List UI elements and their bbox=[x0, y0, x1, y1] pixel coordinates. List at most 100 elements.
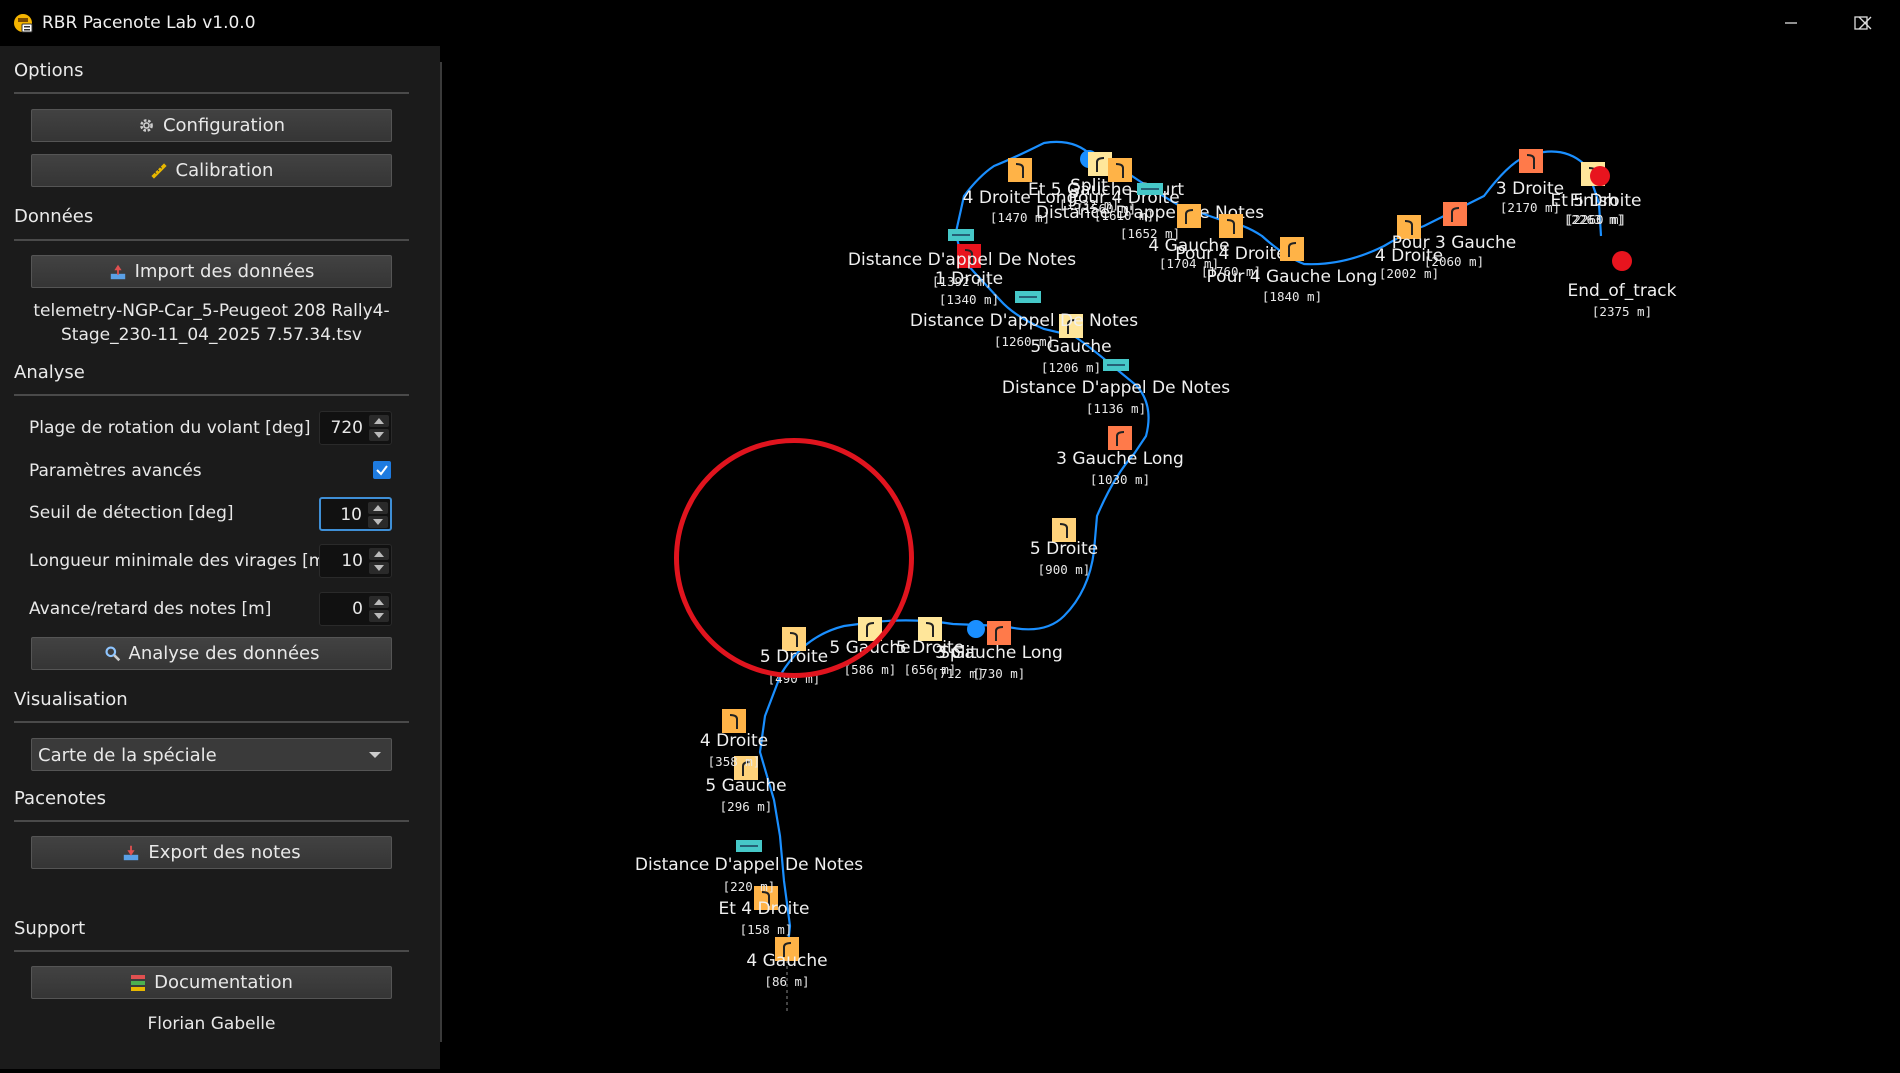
turn-arrow-icon bbox=[1115, 163, 1124, 178]
right-turn-icon bbox=[1052, 518, 1076, 542]
pacenote-distance: [730 m] bbox=[973, 666, 1026, 681]
spin-down-icon[interactable] bbox=[369, 429, 389, 441]
left-turn-icon bbox=[1108, 426, 1132, 450]
left-turn-icon bbox=[1280, 237, 1304, 261]
note-offset-spinbox[interactable]: 0 bbox=[319, 592, 392, 626]
documentation-button[interactable]: Documentation bbox=[31, 966, 392, 999]
maximize-button[interactable] bbox=[1826, 0, 1896, 46]
pacenote-marker[interactable]: Et 5 Droite[2260 m] bbox=[1551, 162, 1642, 227]
advanced-params-checkbox[interactable] bbox=[373, 461, 391, 479]
configuration-button[interactable]: Configuration bbox=[31, 109, 392, 142]
calibration-button[interactable]: Calibration bbox=[31, 154, 392, 187]
visualisation-select[interactable]: Carte de la spéciale bbox=[31, 738, 392, 771]
pacenote-marker[interactable]: 3 Gauche Long [1030 m] bbox=[1056, 426, 1184, 487]
left-turn-icon bbox=[1177, 204, 1201, 228]
pacenote-marker[interactable]: 5 Gauche [296 m] bbox=[705, 756, 787, 814]
spin-up-icon[interactable] bbox=[369, 596, 389, 608]
pacenote-distance: [1260 m] bbox=[994, 334, 1054, 349]
turn-arrow-icon bbox=[964, 249, 973, 264]
detection-threshold-spinbox[interactable]: 10 bbox=[319, 497, 392, 531]
note-offset-value[interactable]: 0 bbox=[352, 599, 363, 619]
pacenote-marker[interactable]: Distance D'appel De Notes [220 m] bbox=[635, 840, 863, 894]
pacenote-marker[interactable]: 5 Gauche [1206 m] bbox=[1030, 314, 1112, 375]
export-button[interactable]: Export des notes bbox=[31, 836, 392, 869]
minimize-button[interactable] bbox=[1756, 0, 1826, 46]
min-corner-length-spinbox[interactable]: 10 bbox=[319, 544, 392, 578]
pacenote-marker[interactable]: Distance D'appel De Notes [1392 m] bbox=[848, 229, 1076, 289]
turn-arrow-icon bbox=[1526, 154, 1535, 169]
turn-arrow-icon bbox=[1116, 431, 1125, 446]
pacenote-distance: [1532 m] bbox=[1059, 197, 1119, 212]
calibration-label: Calibration bbox=[175, 160, 274, 181]
left-turn-icon bbox=[987, 621, 1011, 645]
pacenote-marker[interactable]: 3 Droite[2170 m] bbox=[1496, 149, 1564, 215]
highlight-circle bbox=[674, 438, 914, 678]
sidebar-splitter[interactable] bbox=[440, 62, 442, 1042]
pacenote-marker[interactable]: Et 4 Droite [158 m] bbox=[719, 886, 810, 937]
spin-up-icon[interactable] bbox=[368, 502, 388, 514]
pacenote-distance: [1760 m] bbox=[1201, 264, 1261, 279]
pacenote-marker[interactable]: Distance D'appel De Notes [1136 m] bbox=[1002, 359, 1230, 416]
pacenote-distance: [158 m] bbox=[740, 922, 793, 937]
pacenote-marker[interactable]: 4 Droite[2002 m] bbox=[1375, 215, 1443, 281]
pacenote-label: Pour 3 Gauche bbox=[1392, 233, 1516, 253]
documentation-label: Documentation bbox=[154, 972, 293, 993]
pacenote-distance: [1610 m] bbox=[1094, 208, 1154, 223]
stage-map-canvas[interactable]: 4 Gauche [86 m] Et 4 Droite [158 m] Distance… bbox=[444, 46, 1900, 1069]
right-turn-icon bbox=[722, 709, 746, 733]
close-button[interactable] bbox=[1830, 0, 1900, 46]
advanced-params-label: Paramètres avancés bbox=[29, 461, 202, 481]
pacenote-marker[interactable]: 3 Gauche Long [730 m] bbox=[935, 621, 1063, 681]
min-corner-length-value[interactable]: 10 bbox=[341, 551, 363, 571]
spin-down-icon[interactable] bbox=[369, 562, 389, 574]
right-turn-icon bbox=[754, 886, 778, 910]
right-turn-icon bbox=[1519, 149, 1543, 173]
pacenote-marker[interactable]: End_of_track [2375 m] bbox=[1568, 251, 1677, 319]
stop-icon bbox=[1612, 251, 1632, 271]
turn-arrow-icon bbox=[995, 626, 1004, 641]
turn-arrow-icon bbox=[1096, 157, 1105, 172]
pacenote-marker[interactable]: Finish[2263 m] bbox=[1564, 166, 1624, 227]
pacenote-marker[interactable]: 4 Gauche[1704 m] bbox=[1148, 204, 1230, 271]
pacenote-marker[interactable]: Pour 3 Gauche[2060 m] bbox=[1392, 202, 1516, 269]
section-title-donnees: Données bbox=[14, 206, 94, 227]
rotation-range-spinbox[interactable]: 720 bbox=[319, 411, 392, 445]
pacenote-marker[interactable]: 5 Droite [656 m] bbox=[896, 617, 964, 677]
spin-up-icon[interactable] bbox=[369, 415, 389, 427]
detection-threshold-value[interactable]: 10 bbox=[340, 505, 362, 525]
pacenote-marker[interactable]: 1 Droite [1340 m] bbox=[935, 244, 1003, 307]
pacenote-distance: [1840 m] bbox=[1262, 289, 1322, 304]
pacenote-marker[interactable]: Split [712 m] bbox=[932, 620, 985, 681]
pacenote-distance: [900 m] bbox=[1038, 562, 1091, 577]
turn-arrow-icon bbox=[1404, 220, 1413, 235]
min-corner-length-label: Longueur minimale des virages [m] bbox=[29, 551, 332, 571]
stage-map[interactable]: 4 Gauche [86 m] Et 4 Droite [158 m] Distance… bbox=[444, 46, 1900, 1069]
pacenote-marker[interactable]: Distance D'appel De Notes [1652 m] bbox=[1036, 183, 1264, 241]
import-button[interactable]: Import des données bbox=[31, 255, 392, 288]
pacenote-marker[interactable]: 4 Droite Long [1470 m] bbox=[963, 158, 1078, 225]
pacenote-label: 5 Droite bbox=[1030, 539, 1098, 559]
analyse-button[interactable]: Analyse des données bbox=[31, 637, 392, 670]
pacenote-distance: [586 m] bbox=[844, 662, 897, 677]
pacenote-label: Split bbox=[1070, 176, 1108, 196]
right-turn-icon bbox=[1108, 158, 1132, 182]
pacenote-label: Distance D'appel De Notes bbox=[848, 250, 1076, 270]
rotation-range-value[interactable]: 720 bbox=[330, 418, 363, 438]
spin-up-icon[interactable] bbox=[369, 548, 389, 560]
title-bar: RBR Pacenote Lab v1.0.0 bbox=[0, 0, 1900, 46]
pacenote-distance: [1704 m] bbox=[1159, 256, 1219, 271]
pacenote-marker[interactable]: Pour 4 Gauche Long [1840 m] bbox=[1207, 237, 1378, 304]
section-title-options: Options bbox=[14, 60, 84, 81]
pacenote-marker[interactable]: 4 Gauche [86 m] bbox=[746, 937, 828, 989]
pacenote-marker[interactable]: 5 Droite [900 m] bbox=[1030, 518, 1098, 577]
spin-down-icon[interactable] bbox=[369, 610, 389, 622]
configuration-label: Configuration bbox=[162, 115, 286, 136]
pacenote-distance: [1340 m] bbox=[939, 292, 999, 307]
spin-down-icon[interactable] bbox=[368, 516, 388, 528]
section-divider bbox=[14, 950, 409, 952]
pacenote-marker[interactable]: 4 Droite [358 m] bbox=[700, 709, 768, 769]
right-turn-icon bbox=[1397, 215, 1421, 239]
pacenote-marker[interactable]: Pour 4 Droite[1760 m] bbox=[1175, 214, 1287, 279]
pacenote-marker[interactable]: Distance D'appel De Notes [1260 m] bbox=[910, 291, 1138, 349]
pacenote-distance: [1652 m] bbox=[1120, 226, 1180, 241]
